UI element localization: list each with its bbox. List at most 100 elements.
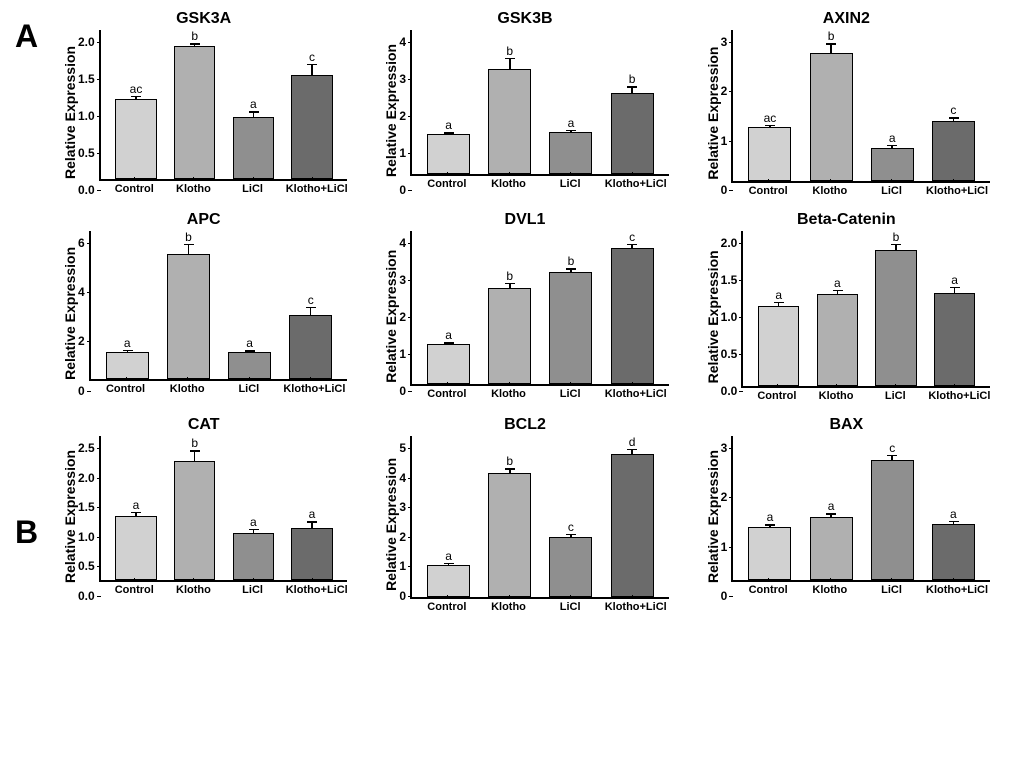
bar <box>549 272 592 384</box>
y-axis-ticks: 3210 <box>721 436 732 596</box>
error-bar <box>509 283 511 288</box>
error-bar <box>249 350 251 352</box>
significance-label: b <box>506 45 513 57</box>
x-tick-label: LiCl <box>869 390 921 402</box>
error-bar <box>311 64 313 75</box>
chart-row: GSK3ARelative Expression2.01.51.00.50.0a… <box>60 10 990 197</box>
error-bar <box>253 529 255 533</box>
x-tick-label: Klotho+LiCl <box>605 601 659 613</box>
y-tick: 1.0 <box>78 531 95 543</box>
bar <box>291 75 332 179</box>
x-tick-label: Klotho+LiCl <box>605 178 659 190</box>
significance-label: c <box>889 442 895 454</box>
error-bar <box>188 244 190 254</box>
y-tick: 2.0 <box>78 36 95 48</box>
error-bar <box>830 513 832 516</box>
x-tick-label: LiCl <box>227 584 279 596</box>
chart-title: GSK3B <box>381 10 668 28</box>
y-axis-ticks: 43210 <box>399 231 410 391</box>
figure: A GSK3ARelative Expression2.01.51.00.50.0… <box>10 10 1010 613</box>
chart-row: APCRelative Expression6420abacControlKlo… <box>60 211 990 402</box>
x-axis-ticks: ControlKlothoLiClKlotho+LiCl <box>89 381 348 395</box>
y-axis-label: Relative Expression <box>703 436 721 596</box>
chart-gsk3b: GSK3BRelative Expression43210ababControl… <box>381 10 668 197</box>
y-tick: 2 <box>399 531 406 543</box>
bar <box>871 148 914 181</box>
significance-label: b <box>191 437 198 449</box>
bar-group: a <box>228 98 280 179</box>
error-bar <box>778 302 780 306</box>
plot-area: abcd <box>410 436 669 599</box>
bar <box>549 537 592 597</box>
y-tick: 2 <box>399 110 406 122</box>
y-axis-label: Relative Expression <box>703 30 721 197</box>
bar-group: c <box>605 231 659 385</box>
x-axis-ticks: ControlKlothoLiClKlotho+LiCl <box>410 386 669 400</box>
x-tick-label: Klotho <box>803 185 857 197</box>
bar <box>488 473 531 597</box>
significance-label: c <box>568 521 574 533</box>
y-tick: 3 <box>721 442 728 454</box>
x-tick-label: LiCl <box>222 383 276 395</box>
y-tick: 0.5 <box>78 147 95 159</box>
significance-label: b <box>191 30 198 42</box>
y-tick: 1.5 <box>721 274 738 286</box>
y-axis-label: Relative Expression <box>60 436 78 596</box>
error-bar <box>631 86 633 93</box>
error-bar <box>830 43 832 53</box>
y-tick: 1.5 <box>78 501 95 513</box>
y-tick: 0 <box>399 590 406 602</box>
error-bar <box>769 524 771 527</box>
bar-group: a <box>812 277 864 386</box>
error-bar <box>953 117 955 121</box>
bar <box>488 288 531 385</box>
error-bar <box>448 132 450 134</box>
y-axis-ticks: 3210 <box>721 30 732 190</box>
x-tick-label: Klotho <box>810 390 862 402</box>
plot-area: abac <box>89 231 348 381</box>
bar-group: a <box>422 329 476 384</box>
x-tick-label: Control <box>98 383 152 395</box>
bar-group: a <box>753 289 805 386</box>
y-tick: 0.5 <box>721 348 738 360</box>
y-tick: 1 <box>399 147 406 159</box>
x-axis-ticks: ControlKlothoLiClKlotho+LiCl <box>99 582 348 596</box>
chart-gsk3a: GSK3ARelative Expression2.01.51.00.50.0a… <box>60 10 347 197</box>
panel-letter-A: A <box>15 18 38 55</box>
bar-group: a <box>228 516 280 580</box>
bar-group: c <box>286 51 338 179</box>
significance-label: b <box>506 455 513 467</box>
x-tick-label: Control <box>420 178 474 190</box>
significance-label: a <box>124 337 131 349</box>
bar <box>167 254 210 379</box>
chart-axin2: AXIN2Relative Expression3210acbacControl… <box>703 10 990 197</box>
y-axis-ticks: 543210 <box>399 436 410 596</box>
bar <box>934 293 975 386</box>
x-tick-label: Klotho <box>803 584 857 596</box>
y-tick: 0.5 <box>78 560 95 572</box>
x-tick-label: Klotho+LiCl <box>605 388 659 400</box>
significance-label: a <box>250 516 257 528</box>
chart-row: CATRelative Expression2.52.01.51.00.50.0… <box>60 416 990 613</box>
y-tick: 0 <box>721 184 728 196</box>
y-tick: 2 <box>399 311 406 323</box>
y-tick: 3 <box>399 274 406 286</box>
bar <box>289 315 332 379</box>
y-tick: 2 <box>78 335 85 347</box>
significance-label: ac <box>130 83 143 95</box>
y-tick: 2.5 <box>78 442 95 454</box>
bar-group: b <box>483 270 537 385</box>
y-axis-label: Relative Expression <box>60 231 78 395</box>
significance-label: b <box>568 255 575 267</box>
bar-group: b <box>544 255 598 384</box>
y-tick: 2.0 <box>78 472 95 484</box>
y-axis-label: Relative Expression <box>703 231 721 402</box>
bar-group: b <box>870 231 922 386</box>
bar-group: c <box>544 521 598 597</box>
error-bar <box>953 521 955 524</box>
error-bar <box>135 96 137 99</box>
error-bar <box>310 307 312 315</box>
bar-group: a <box>804 500 858 580</box>
x-tick-label: Klotho <box>481 178 535 190</box>
error-bar <box>448 342 450 344</box>
